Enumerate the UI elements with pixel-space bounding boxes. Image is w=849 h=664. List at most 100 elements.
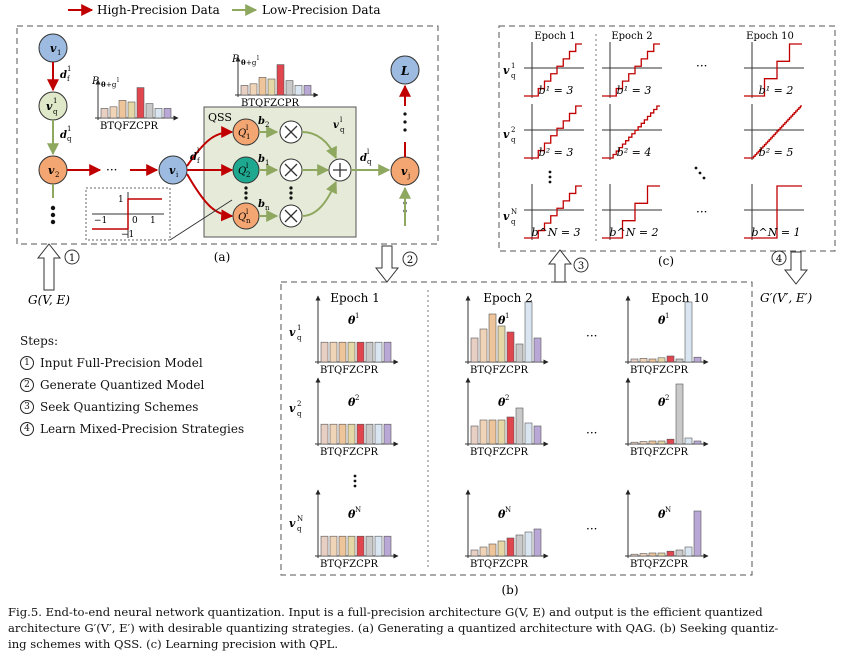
svg-text:q: q xyxy=(367,158,372,166)
q-node-1: Q l 1 xyxy=(232,118,260,146)
sum-node xyxy=(328,158,352,182)
hist-b-r1-c2-bar-4 xyxy=(666,438,675,445)
ellipsis-horizontal: ··· xyxy=(106,163,117,177)
steps-list: Steps: 1 Input Full-Precision Model 2 Gene… xyxy=(20,330,244,440)
step-curve-r0-c2 xyxy=(744,43,802,97)
c-epoch-2: Epoch 2 xyxy=(611,31,652,42)
hist-b-r0-c0-bar-0 xyxy=(320,341,329,363)
svg-text:+g: +g xyxy=(246,59,257,67)
hist-b-r0-c2-bar-6 xyxy=(684,301,693,363)
hist-b-r2-c2-bar-7 xyxy=(693,510,702,557)
caption-line-1: Fig.5. End-to-end neural network quantiz… xyxy=(8,605,763,619)
b-row-label-1: v q 1 xyxy=(289,324,302,342)
step-3-text: Seek Quantizing Schemes xyxy=(40,400,199,414)
step-curve-r2-c1 xyxy=(602,185,660,239)
step-plot-r0-c0: b¹ = 3 xyxy=(524,42,584,98)
hist-b-r2-c2-bar-6 xyxy=(684,546,693,557)
hist-b-r2-c1-bar-1 xyxy=(479,546,488,557)
step-1: 1 Input Full-Precision Model xyxy=(20,352,244,374)
hist-b-r2-c2-bar-0 xyxy=(630,553,639,557)
hist-b-r0-c1 xyxy=(465,295,549,365)
step-function-inset: 1 −1 0 1 −1 xyxy=(85,187,171,241)
svg-text:v: v xyxy=(50,42,57,55)
node-v1: v 1 xyxy=(38,33,68,63)
hist-b-r0-c2-bar-1 xyxy=(639,358,648,363)
panel-a-frame xyxy=(16,25,439,245)
svg-text:2: 2 xyxy=(297,400,301,408)
hist-b-r0-c2-bar-0 xyxy=(630,358,639,363)
svg-text:j: j xyxy=(407,172,410,180)
hist-b-r0-c2-bar-5 xyxy=(675,358,684,363)
svg-text:v: v xyxy=(503,128,510,141)
hist-b-r1-c1 xyxy=(465,377,549,447)
q-node-2: Q l 2 xyxy=(232,156,260,184)
hist-a1 xyxy=(95,79,179,121)
step-curve-r1-c1 xyxy=(602,105,660,159)
step-4-text: Learn Mixed-Precision Strategies xyxy=(40,422,245,436)
svg-text:i: i xyxy=(176,171,179,179)
hist-a2-categories: BTQFZCPR xyxy=(241,98,299,109)
step-1-number: 1 xyxy=(20,356,34,370)
hist-b-r2-c1-bar-2 xyxy=(488,543,497,557)
c-epoch-10: Epoch 10 xyxy=(746,31,794,42)
hist-a2 xyxy=(235,56,319,98)
svg-text:d: d xyxy=(190,152,197,163)
c-ellipsis-3: ··· xyxy=(696,205,707,219)
step-plot-r1-c2: b² = 5 xyxy=(744,104,804,160)
step-curve-r1-c0 xyxy=(524,105,582,159)
svg-text:−1: −1 xyxy=(94,216,107,226)
hist-b-r1-c0-bar-7 xyxy=(383,423,392,445)
svg-text:v: v xyxy=(289,517,296,530)
theta-label-r1-c2: θ xyxy=(658,396,666,409)
hist-b-r1-c2-bar-0 xyxy=(630,441,639,445)
svg-text:n: n xyxy=(246,217,251,225)
theta-sup-r2-c1: N xyxy=(505,506,511,514)
svg-text:2: 2 xyxy=(265,121,269,129)
hist-b-r0-c2-bar-2 xyxy=(648,358,657,363)
svg-text:1: 1 xyxy=(511,62,515,70)
step-4-number: 4 xyxy=(20,422,34,436)
hist-a1-bar-2 xyxy=(118,100,127,119)
svg-text:2: 2 xyxy=(407,255,413,266)
svg-text:q: q xyxy=(297,410,302,418)
dots-vj-up xyxy=(403,112,407,132)
svg-text:q: q xyxy=(511,72,516,80)
svg-text:b: b xyxy=(258,116,265,127)
hist-b-r0-c2-bar-7 xyxy=(693,356,702,363)
steps-title: Steps: xyxy=(20,334,59,348)
hist-a1-bar-5 xyxy=(145,103,154,119)
node-vi: v i xyxy=(158,155,188,185)
qss-label: QSS xyxy=(208,111,232,124)
hist-a2-bar-3 xyxy=(267,78,276,96)
hist-b-r2-c1-bar-4 xyxy=(506,537,515,557)
hist-b-r0-c1-bar-3 xyxy=(497,325,506,363)
step-plot-r0-c2: b¹ = 2 xyxy=(744,42,804,98)
edge-label-dq1: d q 1 xyxy=(60,125,72,143)
hist-b-r1-c2 xyxy=(625,377,709,447)
hist-a1-bar-7 xyxy=(163,108,172,119)
c-row-label-1: v q 1 xyxy=(503,62,516,80)
hist-b-r0-c0 xyxy=(315,295,399,365)
b-ellipsis-1: ··· xyxy=(586,329,597,343)
edge-vi-q1 xyxy=(186,126,234,167)
input-graph-label: G(V, E) xyxy=(28,293,70,307)
hist-b-r0-c0-bar-7 xyxy=(383,341,392,363)
hist-b-r0-c1-bar-0 xyxy=(470,337,479,363)
svg-text:v: v xyxy=(48,164,55,177)
hist-b-r2-c0-bar-5 xyxy=(365,535,374,557)
node-vj: v j xyxy=(390,156,420,186)
b-row-labels: v q1 v q2 v qN xyxy=(289,324,303,533)
hist-b-r1-c2-bar-6 xyxy=(684,437,693,445)
hist-b-r1-c1-bar-0 xyxy=(470,425,479,445)
hist-b-r2-c2-bar-3 xyxy=(657,552,666,557)
hist-b-r1-c0-bar-0 xyxy=(320,423,329,445)
theta-label-r0-c2: θ xyxy=(658,314,666,327)
c-row-labels: v q1 v q2 v qN xyxy=(503,62,517,226)
theta-sup-r0-c1: 1 xyxy=(505,312,509,320)
svg-text:d: d xyxy=(60,130,67,141)
svg-text:d: d xyxy=(60,70,67,81)
svg-text:n: n xyxy=(265,204,270,212)
